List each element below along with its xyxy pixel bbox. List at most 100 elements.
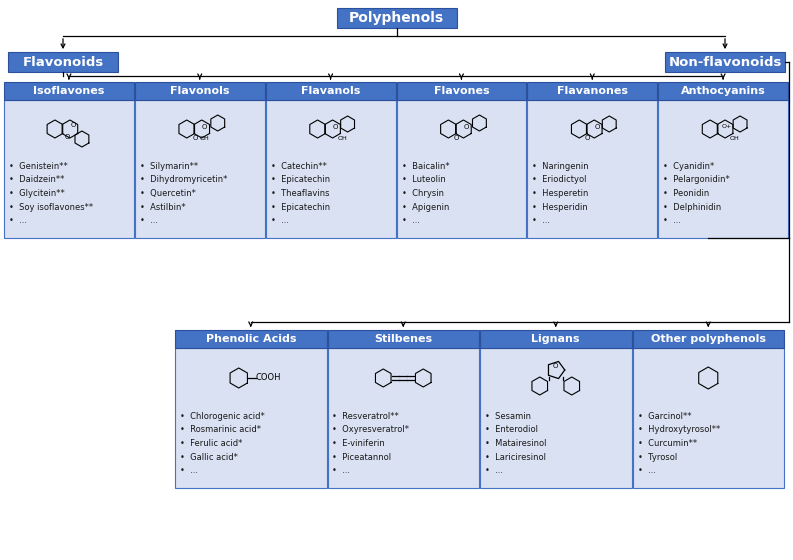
- Text: •  Ferulic acid*: • Ferulic acid*: [180, 439, 243, 448]
- Text: •  Theaflavins: • Theaflavins: [270, 189, 329, 198]
- Text: Isoflavones: Isoflavones: [33, 86, 105, 96]
- Text: •  ...: • ...: [638, 466, 656, 475]
- Text: •  Hydroxytyrosol**: • Hydroxytyrosol**: [638, 426, 720, 435]
- Text: •  Matairesinol: • Matairesinol: [485, 439, 546, 448]
- Text: Polyphenols: Polyphenols: [349, 11, 444, 25]
- Text: •  Epicatechin: • Epicatechin: [270, 175, 330, 184]
- Text: •  Baicalin*: • Baicalin*: [401, 162, 449, 171]
- Text: O: O: [553, 363, 558, 369]
- Text: •  Piceatannol: • Piceatannol: [332, 452, 392, 461]
- Text: •  ...: • ...: [663, 216, 681, 225]
- Text: •  Enterodiol: • Enterodiol: [485, 426, 538, 435]
- Text: •  Lariciresinol: • Lariciresinol: [485, 452, 546, 461]
- Text: Non-flavonoids: Non-flavonoids: [668, 55, 782, 68]
- Text: •  Catechin**: • Catechin**: [270, 162, 327, 171]
- Text: O: O: [71, 122, 75, 128]
- Text: •  ...: • ...: [401, 216, 419, 225]
- Text: •  Daidzein**: • Daidzein**: [9, 175, 64, 184]
- Text: •  Glycitein**: • Glycitein**: [9, 189, 65, 198]
- Text: COOH: COOH: [256, 374, 282, 382]
- FancyBboxPatch shape: [633, 348, 784, 488]
- Text: •  Naringenin: • Naringenin: [532, 162, 589, 171]
- Text: O: O: [454, 135, 459, 141]
- Text: OH: OH: [338, 136, 347, 141]
- Text: •  Eriodictyol: • Eriodictyol: [532, 175, 587, 184]
- FancyBboxPatch shape: [480, 348, 631, 488]
- FancyBboxPatch shape: [8, 52, 118, 72]
- Text: •  Apigenin: • Apigenin: [401, 203, 449, 212]
- Text: •  Epicatechin: • Epicatechin: [270, 203, 330, 212]
- Text: •  Genistein**: • Genistein**: [9, 162, 67, 171]
- Text: •  E-viniferin: • E-viniferin: [332, 439, 385, 448]
- Text: Anthocyanins: Anthocyanins: [680, 86, 765, 96]
- Text: Phenolic Acids: Phenolic Acids: [205, 334, 296, 344]
- Text: •  Hesperidin: • Hesperidin: [532, 203, 588, 212]
- Text: •  Resveratrol**: • Resveratrol**: [332, 412, 399, 421]
- Text: •  Astilbin*: • Astilbin*: [140, 203, 186, 212]
- FancyBboxPatch shape: [527, 100, 657, 238]
- Text: •  Dihydromyricetin*: • Dihydromyricetin*: [140, 175, 228, 184]
- Text: •  ...: • ...: [532, 216, 550, 225]
- FancyBboxPatch shape: [4, 100, 134, 238]
- Text: Flavones: Flavones: [434, 86, 489, 96]
- Text: •  Cyanidin*: • Cyanidin*: [663, 162, 714, 171]
- Text: •  Silymarin**: • Silymarin**: [140, 162, 198, 171]
- Text: O: O: [584, 135, 590, 141]
- Text: •  Chrysin: • Chrysin: [401, 189, 443, 198]
- Text: O: O: [595, 124, 600, 130]
- FancyBboxPatch shape: [336, 8, 457, 28]
- Text: Flavanols: Flavanols: [301, 86, 360, 96]
- Text: Stilbenes: Stilbenes: [374, 334, 432, 344]
- Text: O: O: [333, 124, 339, 130]
- Text: O: O: [193, 135, 198, 141]
- Text: •  Gallic acid*: • Gallic acid*: [180, 452, 238, 461]
- FancyBboxPatch shape: [658, 82, 788, 100]
- Text: •  Curcumin**: • Curcumin**: [638, 439, 696, 448]
- Text: •  ...: • ...: [485, 466, 503, 475]
- FancyBboxPatch shape: [175, 330, 327, 348]
- Text: OH: OH: [730, 136, 740, 141]
- Text: Flavanones: Flavanones: [557, 86, 628, 96]
- Text: •  ...: • ...: [9, 216, 27, 225]
- Text: •  ...: • ...: [140, 216, 158, 225]
- Text: Lignans: Lignans: [531, 334, 580, 344]
- Text: •  Soy isoflavones**: • Soy isoflavones**: [9, 203, 93, 212]
- Text: Flavonoids: Flavonoids: [22, 55, 104, 68]
- FancyBboxPatch shape: [266, 82, 396, 100]
- Text: •  ...: • ...: [270, 216, 289, 225]
- FancyBboxPatch shape: [396, 82, 527, 100]
- Text: •  Chlorogenic acid*: • Chlorogenic acid*: [180, 412, 265, 421]
- Text: Other polyphenols: Other polyphenols: [651, 334, 766, 344]
- FancyBboxPatch shape: [665, 52, 785, 72]
- Text: O+: O+: [722, 124, 732, 129]
- Text: •  Tyrosol: • Tyrosol: [638, 452, 676, 461]
- Text: •  Hesperetin: • Hesperetin: [532, 189, 588, 198]
- FancyBboxPatch shape: [396, 100, 527, 238]
- Text: O: O: [464, 124, 469, 130]
- FancyBboxPatch shape: [4, 82, 134, 100]
- Text: •  Luteolin: • Luteolin: [401, 175, 445, 184]
- Text: O: O: [64, 134, 70, 140]
- Text: •  ...: • ...: [332, 466, 351, 475]
- FancyBboxPatch shape: [480, 330, 631, 348]
- Text: •  Garcinol**: • Garcinol**: [638, 412, 691, 421]
- FancyBboxPatch shape: [527, 82, 657, 100]
- FancyBboxPatch shape: [633, 330, 784, 348]
- Text: •  Delphinidin: • Delphinidin: [663, 203, 722, 212]
- Text: •  Sesamin: • Sesamin: [485, 412, 531, 421]
- Text: OH: OH: [200, 136, 209, 141]
- FancyBboxPatch shape: [328, 330, 479, 348]
- FancyBboxPatch shape: [135, 100, 265, 238]
- FancyBboxPatch shape: [328, 348, 479, 488]
- FancyBboxPatch shape: [266, 100, 396, 238]
- Text: •  Peonidin: • Peonidin: [663, 189, 710, 198]
- Text: Flavonols: Flavonols: [170, 86, 229, 96]
- FancyBboxPatch shape: [135, 82, 265, 100]
- Text: O: O: [202, 124, 208, 130]
- Text: •  Oxyresveratrol*: • Oxyresveratrol*: [332, 426, 409, 435]
- Text: •  Quercetin*: • Quercetin*: [140, 189, 196, 198]
- Text: •  ...: • ...: [180, 466, 198, 475]
- Text: •  Rosmarinic acid*: • Rosmarinic acid*: [180, 426, 261, 435]
- FancyBboxPatch shape: [175, 348, 327, 488]
- FancyBboxPatch shape: [658, 100, 788, 238]
